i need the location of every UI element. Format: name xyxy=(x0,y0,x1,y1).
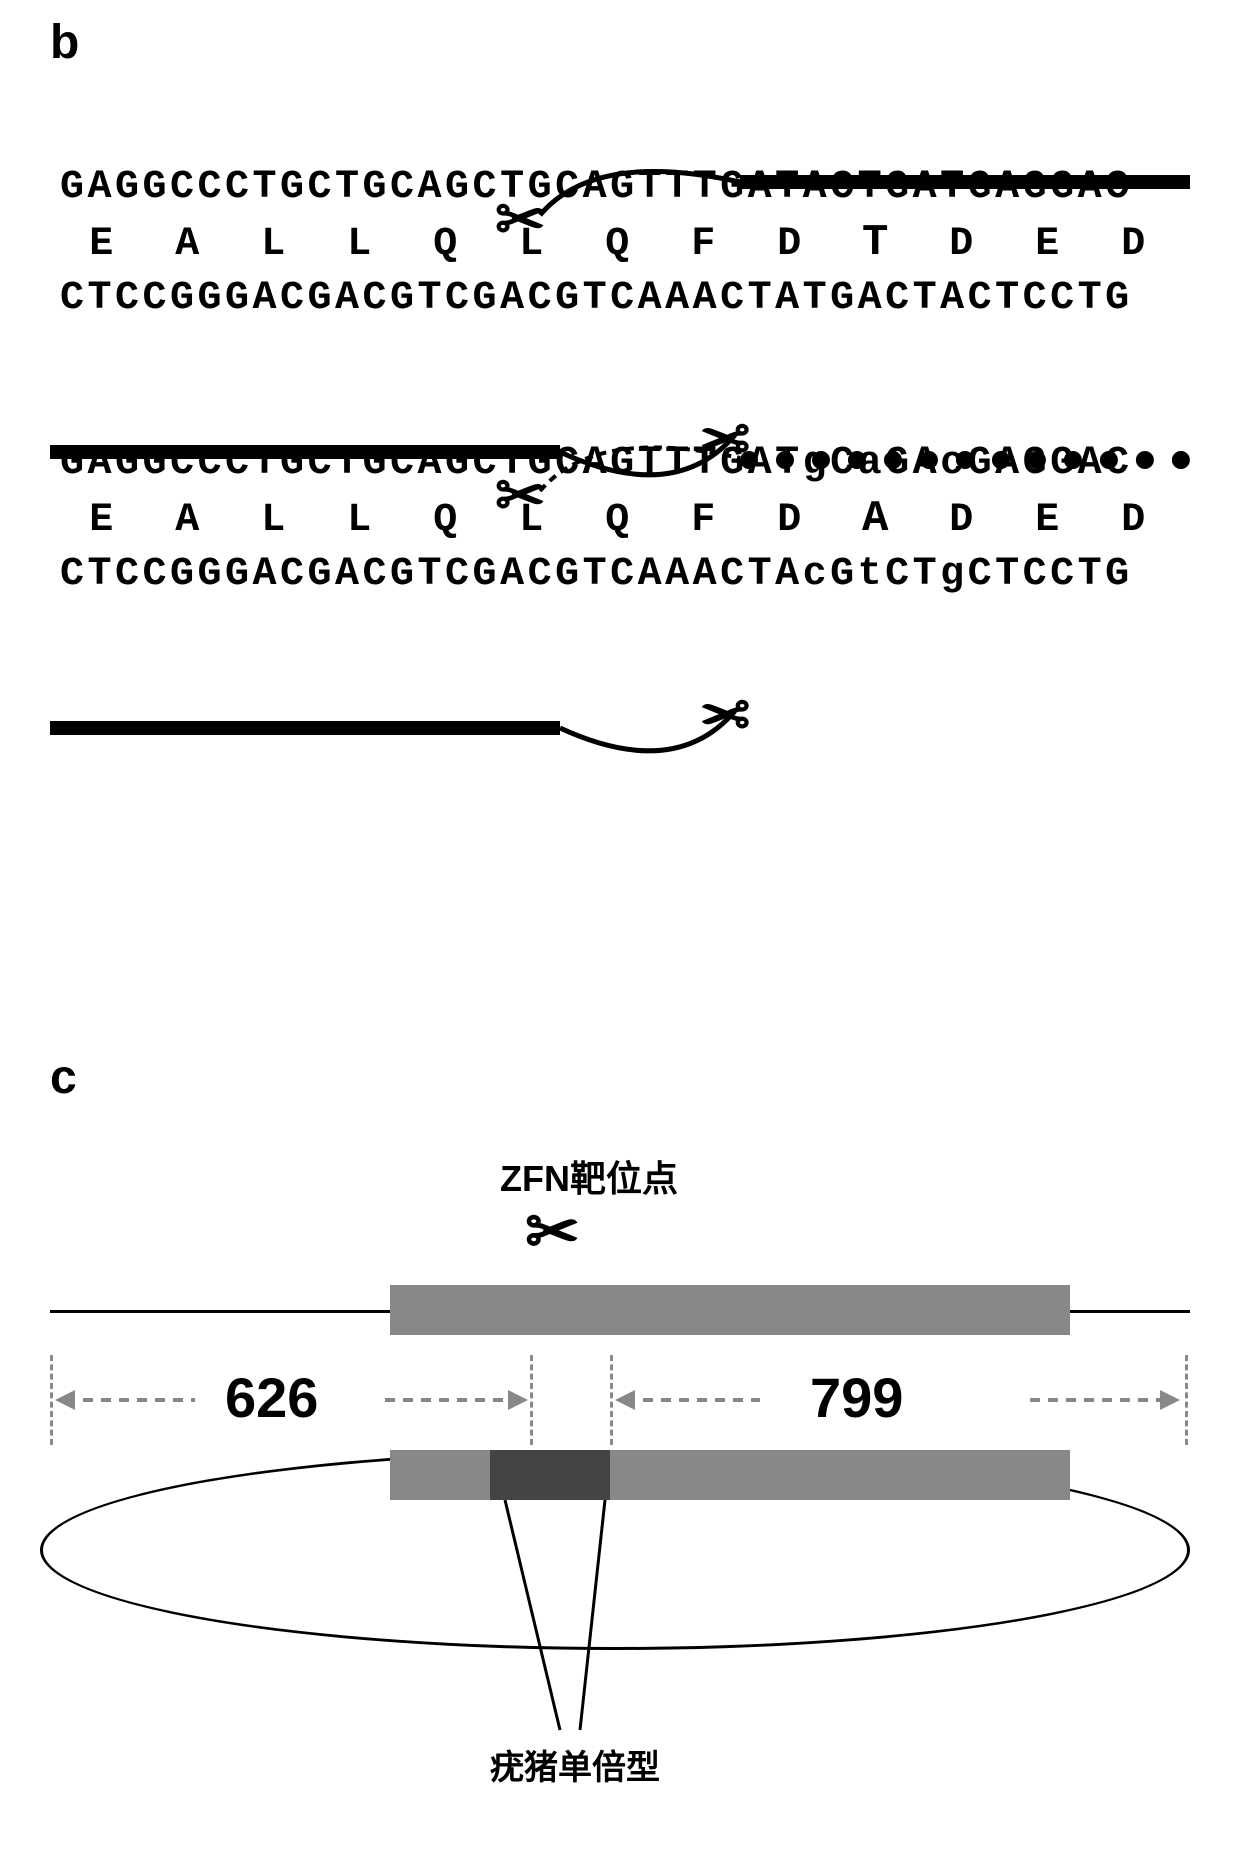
scissors-c: ✂ xyxy=(525,1195,579,1271)
aa-line-1: EALLQLQFDTDED xyxy=(60,218,1180,268)
zfn-top-linker-2 xyxy=(535,436,745,496)
sequence-block-2: ✂ GAGGCCCTGCTGCAGCTGCAGTTTGATgCaGAcGAGGA… xyxy=(60,441,1180,597)
bot-seq-1: CTCCGGGACGACGTCGACGTCAAACTATGACTACTCCTG xyxy=(60,276,1180,321)
zfn-bot-arm-2 xyxy=(50,721,560,735)
aa-char: D xyxy=(920,498,1006,543)
scissors-bot-2: ✂ xyxy=(700,681,750,751)
panel-c-label: c xyxy=(50,1050,77,1105)
aa-char: L xyxy=(318,498,404,543)
aa-char: D xyxy=(1092,498,1178,543)
aa-char: E xyxy=(1006,498,1092,543)
aa-char: F xyxy=(662,222,748,267)
guide-lines xyxy=(450,1500,750,1750)
haplotype-label: 疣猪单倍型 xyxy=(490,1740,660,1789)
aa-char: Q xyxy=(404,498,490,543)
aa-char: Q xyxy=(404,222,490,267)
aa-line-2: EALLQLQFDADED xyxy=(60,494,1180,544)
gene-box-top xyxy=(390,1285,1070,1335)
left-dist: 626 xyxy=(225,1365,318,1430)
aa-char: E xyxy=(1006,222,1092,267)
aa-char: A xyxy=(146,222,232,267)
aa-char: L xyxy=(232,222,318,267)
aa-char: L xyxy=(232,498,318,543)
aa-char: D xyxy=(748,498,834,543)
aa-char: D xyxy=(748,222,834,267)
aa-char-bold: A xyxy=(834,494,920,544)
zfn-top-arm-2 xyxy=(740,451,1190,469)
aa-char: D xyxy=(1092,222,1178,267)
aa-char: Q xyxy=(576,222,662,267)
aa-char: D xyxy=(920,222,1006,267)
aa-char: E xyxy=(60,222,146,267)
aa-char: L xyxy=(318,222,404,267)
scissors-top-1: ✂ xyxy=(495,185,545,255)
aa-char: Q xyxy=(576,498,662,543)
aa-char: E xyxy=(60,498,146,543)
zfn-top-arm-1 xyxy=(740,175,1190,189)
aa-char-bold: T xyxy=(834,218,920,268)
zfn-top-linker-1 xyxy=(535,160,745,220)
panel-b: ✂ GAGGCCCTGCTGCAGCTGCAGTTTGATACTGATGAGGA… xyxy=(60,90,1180,717)
right-dist: 799 xyxy=(810,1365,903,1430)
aa-char: A xyxy=(146,498,232,543)
bot-seq-2: CTCCGGGACGACGTCGACGTCAAACTAcGtCTgCTCCTG xyxy=(60,552,1180,597)
aa-char: F xyxy=(662,498,748,543)
panel-b-label: b xyxy=(50,15,79,70)
insert-box xyxy=(490,1450,610,1500)
sequence-block-1: ✂ GAGGCCCTGCTGCAGCTGCAGTTTGATACTGATGAGGA… xyxy=(60,165,1180,321)
scissors-top-2: ✂ xyxy=(495,461,545,531)
